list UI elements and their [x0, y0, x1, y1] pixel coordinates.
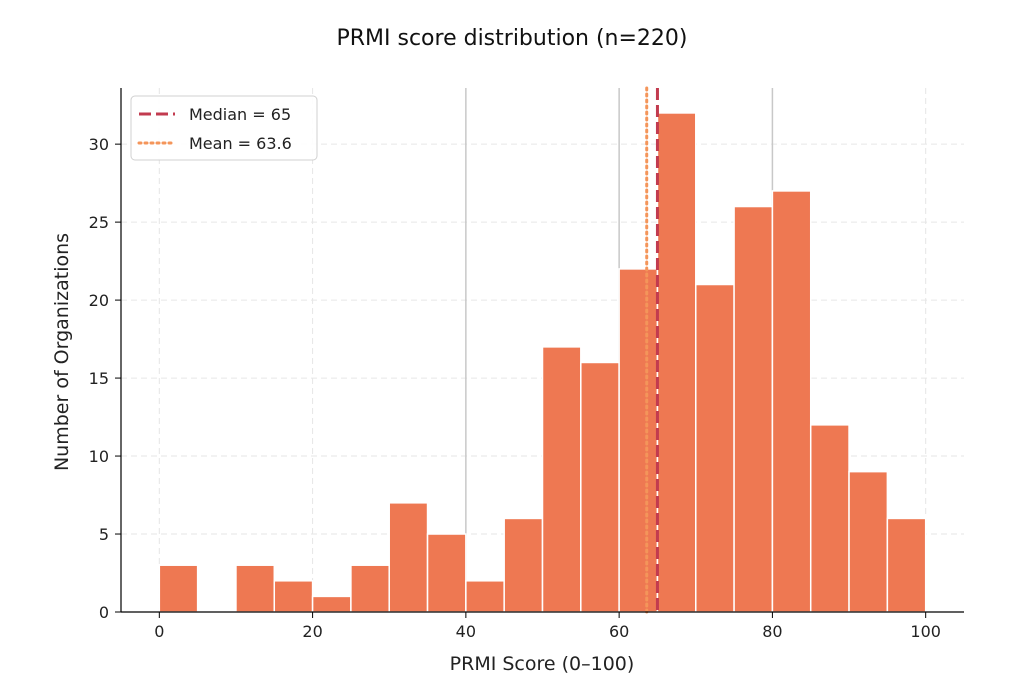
y-tick-label: 0 [99, 603, 109, 622]
legend-mean-label: Mean = 63.6 [189, 134, 292, 153]
histogram-bar [388, 502, 429, 613]
y-axis-label: Number of Organizations [51, 233, 73, 471]
histogram-bar [158, 564, 199, 613]
legend-median-label: Median = 65 [189, 105, 291, 124]
y-tick-label: 30 [89, 135, 109, 154]
histogram-bar [273, 580, 314, 613]
histogram-bar [695, 283, 735, 613]
axes: 0 20 40 60 80 100 0 5 10 15 20 25 30 [89, 88, 964, 641]
y-tick-label: 20 [89, 291, 109, 310]
stat-lines [645, 86, 659, 614]
chart-title: PRMI score distribution (n=220) [336, 26, 688, 51]
histogram-bar [809, 424, 850, 613]
x-tick-label: 0 [154, 622, 164, 641]
x-tick-label: 20 [302, 622, 322, 641]
histogram-bar [848, 470, 889, 613]
y-tick-label: 15 [89, 369, 109, 388]
y-tick-label: 10 [89, 447, 109, 466]
histogram-bar [541, 346, 582, 613]
bars [158, 112, 927, 613]
legend-box [130, 95, 318, 161]
histogram-bar [886, 517, 927, 613]
x-tick-label: 80 [762, 622, 782, 641]
legend: Median = 65 Mean = 63.6 [130, 95, 318, 161]
histogram-bar [656, 112, 697, 613]
histogram-bar [771, 190, 812, 613]
x-tick-label: 40 [456, 622, 476, 641]
histogram-bar [618, 268, 659, 613]
histogram-bar [311, 595, 352, 613]
y-tick-label: 5 [99, 525, 109, 544]
histogram-bar [350, 564, 390, 613]
y-tick-label: 25 [89, 213, 109, 232]
histogram-bar [465, 580, 505, 613]
x-axis-label: PRMI Score (0–100) [450, 653, 635, 675]
histogram-bar [580, 361, 620, 613]
histogram-bar [235, 564, 276, 613]
x-tick-label: 60 [609, 622, 629, 641]
histogram-bar [503, 517, 544, 613]
histogram-bar [426, 533, 467, 613]
x-tick-label: 100 [910, 622, 941, 641]
histogram-bar [733, 205, 774, 613]
